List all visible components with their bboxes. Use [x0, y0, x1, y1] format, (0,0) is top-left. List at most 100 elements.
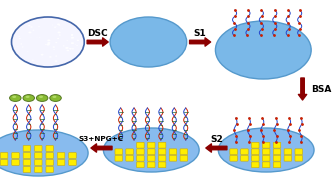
FancyBboxPatch shape	[57, 153, 65, 158]
Circle shape	[53, 49, 55, 50]
Circle shape	[39, 96, 43, 98]
Circle shape	[71, 37, 74, 39]
Circle shape	[67, 40, 68, 41]
FancyBboxPatch shape	[230, 149, 237, 155]
FancyBboxPatch shape	[251, 142, 259, 148]
Circle shape	[27, 51, 28, 52]
Circle shape	[71, 42, 74, 44]
FancyBboxPatch shape	[46, 146, 53, 151]
Ellipse shape	[104, 128, 199, 172]
Circle shape	[54, 26, 56, 28]
FancyBboxPatch shape	[137, 162, 144, 168]
FancyBboxPatch shape	[137, 142, 144, 148]
Circle shape	[45, 44, 47, 45]
FancyBboxPatch shape	[46, 167, 53, 172]
FancyBboxPatch shape	[180, 155, 187, 161]
Circle shape	[47, 40, 50, 41]
Circle shape	[36, 95, 48, 101]
Circle shape	[26, 96, 30, 98]
FancyBboxPatch shape	[23, 160, 31, 165]
Circle shape	[22, 46, 24, 48]
Circle shape	[58, 32, 61, 33]
Circle shape	[65, 47, 69, 49]
FancyBboxPatch shape	[251, 162, 259, 168]
FancyBboxPatch shape	[273, 149, 281, 155]
Text: S2: S2	[210, 135, 223, 143]
Circle shape	[55, 42, 57, 43]
Circle shape	[33, 30, 34, 31]
FancyBboxPatch shape	[159, 155, 166, 161]
FancyBboxPatch shape	[251, 155, 259, 161]
FancyBboxPatch shape	[180, 149, 187, 155]
FancyBboxPatch shape	[12, 160, 19, 165]
Circle shape	[59, 34, 61, 36]
FancyBboxPatch shape	[46, 160, 53, 165]
Circle shape	[50, 95, 61, 101]
Circle shape	[71, 34, 73, 35]
Ellipse shape	[110, 17, 187, 67]
FancyBboxPatch shape	[115, 155, 123, 161]
FancyBboxPatch shape	[295, 155, 302, 161]
FancyBboxPatch shape	[0, 153, 8, 158]
Circle shape	[30, 26, 33, 28]
Circle shape	[32, 60, 34, 61]
FancyBboxPatch shape	[35, 167, 42, 172]
FancyBboxPatch shape	[69, 160, 76, 165]
FancyBboxPatch shape	[273, 142, 281, 148]
Text: S3+NPG+C: S3+NPG+C	[79, 136, 124, 142]
FancyBboxPatch shape	[35, 153, 42, 158]
Circle shape	[77, 40, 79, 41]
FancyBboxPatch shape	[35, 160, 42, 165]
FancyBboxPatch shape	[169, 155, 177, 161]
FancyBboxPatch shape	[241, 149, 248, 155]
FancyBboxPatch shape	[295, 149, 302, 155]
FancyBboxPatch shape	[23, 167, 31, 172]
FancyBboxPatch shape	[159, 162, 166, 168]
FancyBboxPatch shape	[148, 149, 155, 155]
FancyBboxPatch shape	[241, 155, 248, 161]
Circle shape	[38, 26, 40, 27]
FancyBboxPatch shape	[148, 155, 155, 161]
FancyBboxPatch shape	[262, 142, 270, 148]
FancyBboxPatch shape	[126, 149, 133, 155]
Circle shape	[75, 44, 76, 45]
Circle shape	[39, 37, 40, 38]
Circle shape	[28, 32, 32, 33]
FancyBboxPatch shape	[262, 162, 270, 168]
Circle shape	[46, 43, 50, 46]
FancyBboxPatch shape	[137, 149, 144, 155]
Circle shape	[49, 56, 52, 58]
Circle shape	[28, 25, 31, 26]
Circle shape	[57, 38, 59, 39]
Circle shape	[23, 95, 35, 101]
Circle shape	[63, 45, 65, 46]
Circle shape	[76, 45, 78, 46]
Text: S1: S1	[194, 29, 206, 37]
FancyBboxPatch shape	[57, 160, 65, 165]
FancyBboxPatch shape	[137, 155, 144, 161]
Text: BSA: BSA	[311, 84, 332, 94]
Circle shape	[55, 60, 57, 62]
Circle shape	[12, 96, 16, 98]
FancyBboxPatch shape	[262, 155, 270, 161]
FancyBboxPatch shape	[284, 155, 292, 161]
FancyBboxPatch shape	[0, 160, 8, 165]
Ellipse shape	[0, 130, 88, 176]
Circle shape	[10, 95, 21, 101]
Circle shape	[57, 23, 60, 25]
FancyBboxPatch shape	[284, 149, 292, 155]
FancyBboxPatch shape	[148, 142, 155, 148]
FancyBboxPatch shape	[23, 153, 31, 158]
Circle shape	[58, 25, 60, 26]
Circle shape	[19, 38, 21, 39]
Circle shape	[69, 48, 72, 50]
Ellipse shape	[218, 128, 314, 172]
FancyBboxPatch shape	[46, 153, 53, 158]
Circle shape	[20, 43, 22, 45]
Circle shape	[67, 50, 69, 51]
FancyBboxPatch shape	[126, 155, 133, 161]
Circle shape	[17, 46, 18, 47]
FancyBboxPatch shape	[148, 162, 155, 168]
FancyBboxPatch shape	[23, 146, 31, 151]
Circle shape	[55, 55, 57, 57]
